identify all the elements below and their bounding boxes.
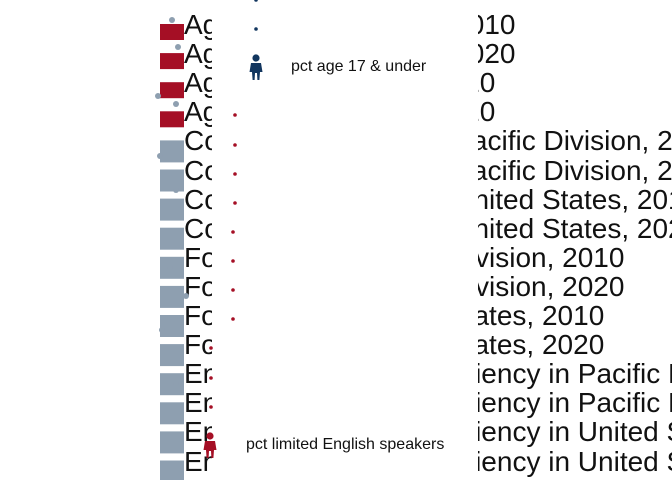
data-point	[231, 259, 235, 263]
data-point	[209, 376, 213, 380]
icon-fragment	[159, 327, 165, 333]
icon-fragment	[155, 93, 161, 99]
data-point	[231, 230, 235, 234]
data-point	[209, 346, 213, 350]
data-point	[233, 201, 237, 205]
data-point	[233, 172, 237, 176]
icon-fragment	[173, 187, 179, 193]
data-point	[231, 288, 235, 292]
legend-swatch-age-icon	[249, 54, 263, 80]
data-point	[254, 0, 258, 2]
icon-fragment	[183, 293, 189, 299]
data-point	[254, 27, 258, 31]
icon-block	[160, 344, 184, 367]
icon-block	[160, 315, 184, 337]
icon-fragment	[157, 153, 163, 159]
icon-block	[160, 285, 184, 308]
data-point	[209, 405, 213, 409]
plot-panel-edge	[212, 0, 222, 480]
icon-block	[160, 82, 184, 99]
plot-panel	[220, 0, 478, 480]
icon-block	[160, 431, 184, 454]
data-point	[233, 143, 237, 147]
data-point	[233, 113, 237, 117]
icon-block	[160, 169, 184, 192]
legend-label-age: pct age 17 & under	[291, 58, 427, 75]
legend-label-english: pct limited English speakers	[246, 436, 445, 453]
icon-block	[160, 198, 184, 221]
icon-block	[160, 111, 184, 128]
icon-block	[160, 227, 184, 250]
icon-fragment	[173, 381, 179, 387]
icon-block	[160, 402, 184, 425]
icon-fragment	[167, 265, 173, 271]
icon-fragment	[173, 101, 179, 107]
icon-block	[160, 24, 184, 40]
icon-fragment	[175, 44, 181, 50]
icon-fragment	[169, 17, 175, 23]
icon-block	[160, 460, 184, 480]
legend-swatch-english-icon	[203, 432, 217, 458]
icon-block	[160, 53, 184, 70]
data-point	[231, 317, 235, 321]
icon-block	[160, 373, 184, 396]
icon-block	[160, 140, 184, 163]
